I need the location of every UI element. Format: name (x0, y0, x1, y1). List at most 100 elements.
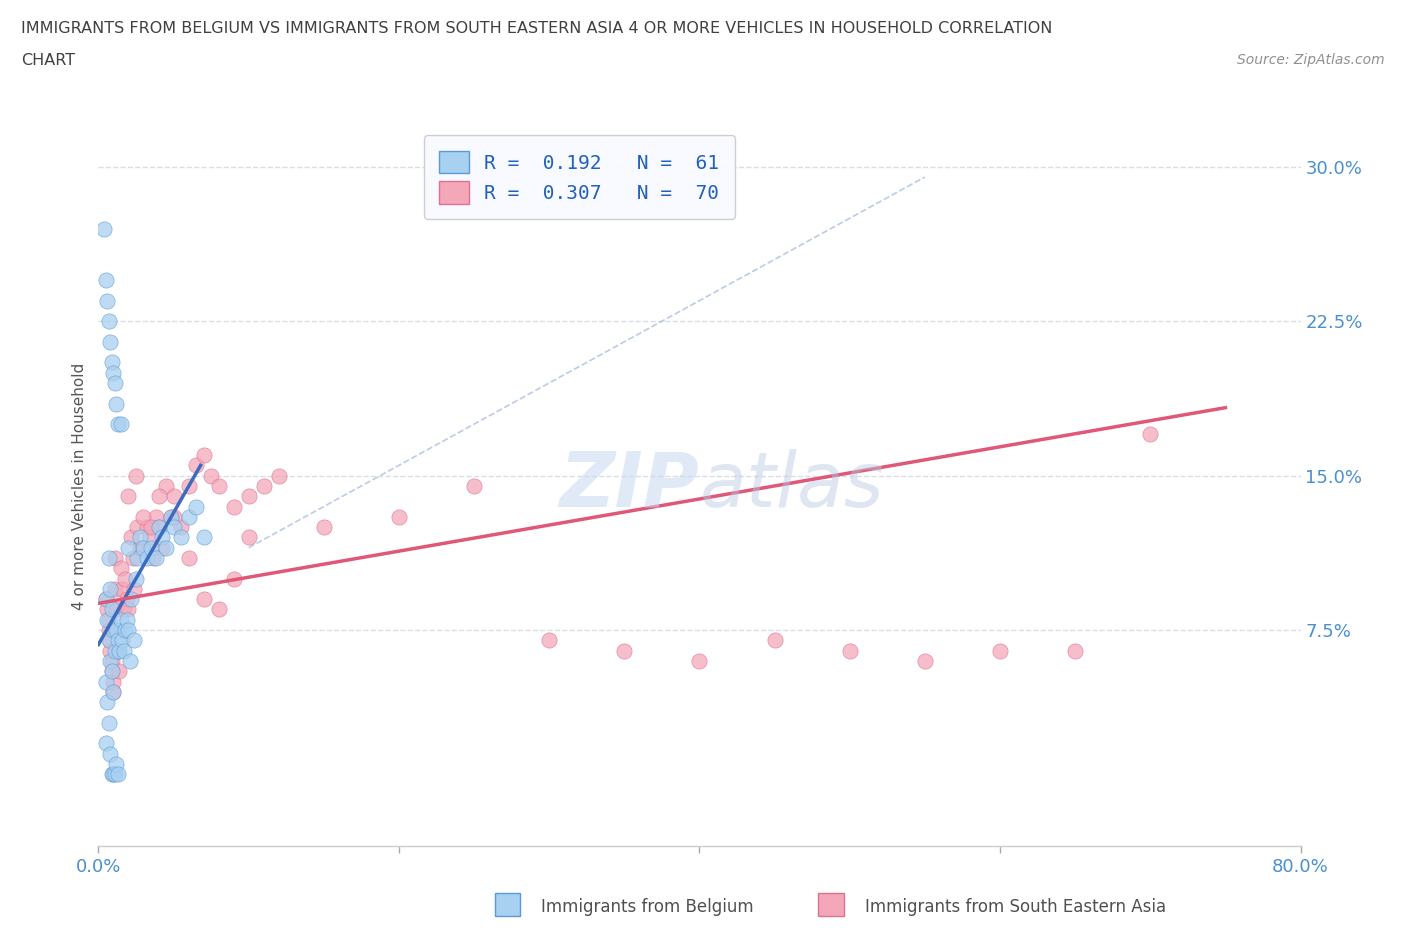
Point (105, 623, 128, 638)
Text: Immigrants from South Eastern Asia: Immigrants from South Eastern Asia (865, 897, 1166, 916)
Point (101, 664, 124, 679)
Legend: R =  0.192   N =  61, R =  0.307   N =  70: R = 0.192 N = 61, R = 0.307 N = 70 (423, 135, 735, 219)
Point (97, 623, 120, 638)
Point (177, 510, 200, 525)
Point (110, 417, 132, 432)
Point (97, 551, 120, 565)
Point (139, 520, 162, 535)
Text: IMMIGRANTS FROM BELGIUM VS IMMIGRANTS FROM SOUTH EASTERN ASIA 4 OR MORE VEHICLES: IMMIGRANTS FROM BELGIUM VS IMMIGRANTS FR… (21, 21, 1053, 36)
Point (103, 623, 125, 638)
Point (312, 520, 335, 535)
Point (104, 376, 127, 391)
Point (138, 530, 160, 545)
Point (135, 520, 157, 535)
Point (96, 602, 118, 617)
Point (139, 540, 162, 555)
Text: atlas: atlas (699, 449, 884, 523)
Point (103, 365, 125, 380)
Point (838, 644, 860, 658)
Point (253, 479, 276, 494)
Point (688, 654, 710, 669)
Point (94, 736, 117, 751)
Point (100, 746, 122, 761)
Point (222, 499, 245, 514)
Point (101, 355, 124, 370)
Point (117, 489, 139, 504)
Point (100, 644, 122, 658)
Point (104, 766, 127, 781)
Point (155, 540, 177, 555)
Point (115, 612, 138, 627)
Point (193, 591, 215, 606)
Point (129, 530, 152, 545)
Point (96, 695, 118, 710)
Text: ZIP: ZIP (560, 449, 699, 523)
Point (115, 591, 138, 606)
Point (94, 591, 117, 606)
Point (127, 551, 149, 565)
Point (105, 396, 128, 411)
Point (112, 644, 135, 658)
Point (94, 272, 117, 287)
Point (170, 520, 193, 535)
Point (97, 612, 120, 627)
Point (162, 520, 184, 535)
Point (107, 623, 129, 638)
Point (129, 540, 152, 555)
Point (988, 644, 1011, 658)
Point (101, 654, 124, 669)
Point (463, 479, 485, 494)
Point (101, 664, 124, 679)
Point (184, 499, 207, 514)
Y-axis label: 4 or more Vehicles in Household: 4 or more Vehicles in Household (72, 363, 87, 609)
Point (121, 591, 143, 606)
Point (914, 654, 936, 669)
Point (148, 520, 170, 535)
Point (124, 633, 146, 648)
Point (104, 551, 127, 565)
Point (97, 633, 120, 648)
Point (132, 540, 155, 555)
Point (170, 530, 193, 545)
Point (114, 571, 136, 586)
Point (208, 479, 231, 494)
Point (1139, 427, 1161, 442)
Point (238, 530, 260, 545)
Point (110, 612, 132, 627)
Point (150, 530, 173, 545)
Point (103, 674, 125, 689)
Point (135, 551, 157, 565)
Point (97, 313, 120, 328)
Point (100, 633, 122, 648)
Point (108, 664, 131, 679)
Point (101, 766, 124, 781)
Point (111, 581, 134, 596)
Point (117, 540, 139, 555)
Point (94, 591, 117, 606)
Point (238, 489, 260, 504)
Point (184, 458, 207, 472)
Point (105, 756, 128, 771)
Point (100, 335, 122, 350)
Point (122, 551, 145, 565)
Point (124, 581, 146, 596)
Text: Source: ZipAtlas.com: Source: ZipAtlas.com (1237, 53, 1385, 67)
Point (100, 654, 122, 669)
Point (104, 644, 127, 658)
Point (100, 581, 122, 596)
Point (105, 602, 128, 617)
Point (114, 623, 136, 638)
Point (222, 571, 245, 586)
Point (121, 530, 143, 545)
Point (93, 221, 115, 236)
Point (103, 766, 125, 781)
Point (96, 612, 118, 627)
Point (118, 654, 141, 669)
Point (145, 510, 167, 525)
Point (107, 417, 129, 432)
Point (132, 540, 155, 555)
Point (193, 447, 215, 462)
Point (117, 623, 139, 638)
Point (200, 468, 222, 483)
Point (97, 715, 120, 730)
